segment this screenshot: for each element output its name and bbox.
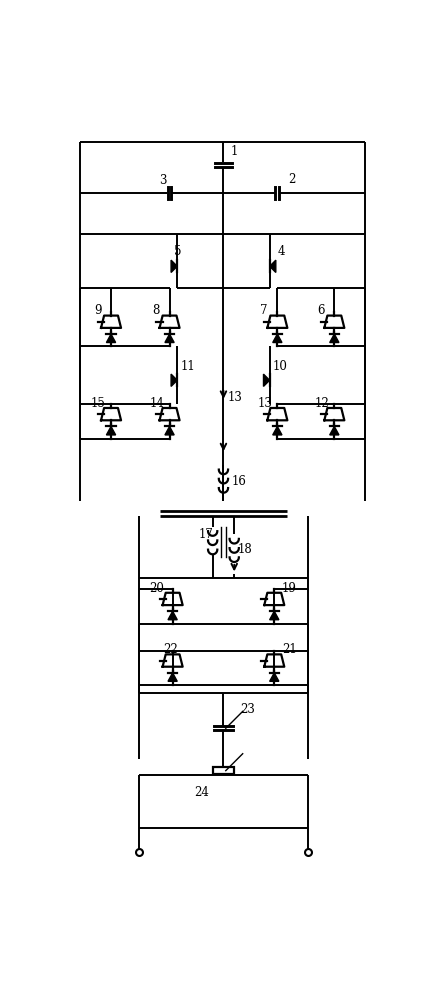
- Polygon shape: [171, 260, 177, 272]
- Text: 1: 1: [230, 145, 238, 158]
- Polygon shape: [168, 673, 177, 681]
- Polygon shape: [106, 426, 116, 435]
- Text: 15: 15: [91, 397, 106, 410]
- Text: 16: 16: [231, 475, 246, 488]
- Text: 6: 6: [317, 304, 325, 317]
- Text: 20: 20: [150, 582, 164, 595]
- Polygon shape: [263, 374, 269, 386]
- Text: 2: 2: [288, 173, 296, 186]
- Polygon shape: [330, 426, 339, 435]
- Polygon shape: [330, 334, 339, 343]
- Polygon shape: [273, 334, 282, 343]
- Bar: [213, 767, 234, 774]
- Polygon shape: [273, 426, 282, 435]
- Text: 22: 22: [164, 643, 178, 656]
- Polygon shape: [171, 374, 177, 386]
- Text: 12: 12: [314, 397, 329, 410]
- Text: 11: 11: [181, 360, 195, 373]
- Polygon shape: [269, 673, 279, 681]
- Text: 13: 13: [257, 397, 272, 410]
- Polygon shape: [106, 334, 116, 343]
- Text: 24: 24: [194, 786, 209, 799]
- Text: 19: 19: [282, 582, 297, 595]
- Text: 3: 3: [159, 174, 166, 187]
- Polygon shape: [269, 260, 276, 272]
- Text: 14: 14: [150, 397, 164, 410]
- Polygon shape: [168, 611, 177, 620]
- Text: 23: 23: [240, 703, 255, 716]
- Polygon shape: [165, 334, 174, 343]
- Text: 18: 18: [237, 543, 252, 556]
- Text: 7: 7: [260, 304, 268, 317]
- Text: 5: 5: [174, 245, 182, 258]
- Text: 9: 9: [94, 304, 102, 317]
- Polygon shape: [269, 611, 279, 620]
- Text: 13: 13: [227, 391, 242, 404]
- Text: 4: 4: [277, 245, 285, 258]
- Polygon shape: [165, 426, 174, 435]
- Text: 8: 8: [153, 304, 160, 317]
- Text: 17: 17: [199, 528, 214, 541]
- Text: 21: 21: [282, 643, 297, 656]
- Text: 10: 10: [273, 360, 288, 373]
